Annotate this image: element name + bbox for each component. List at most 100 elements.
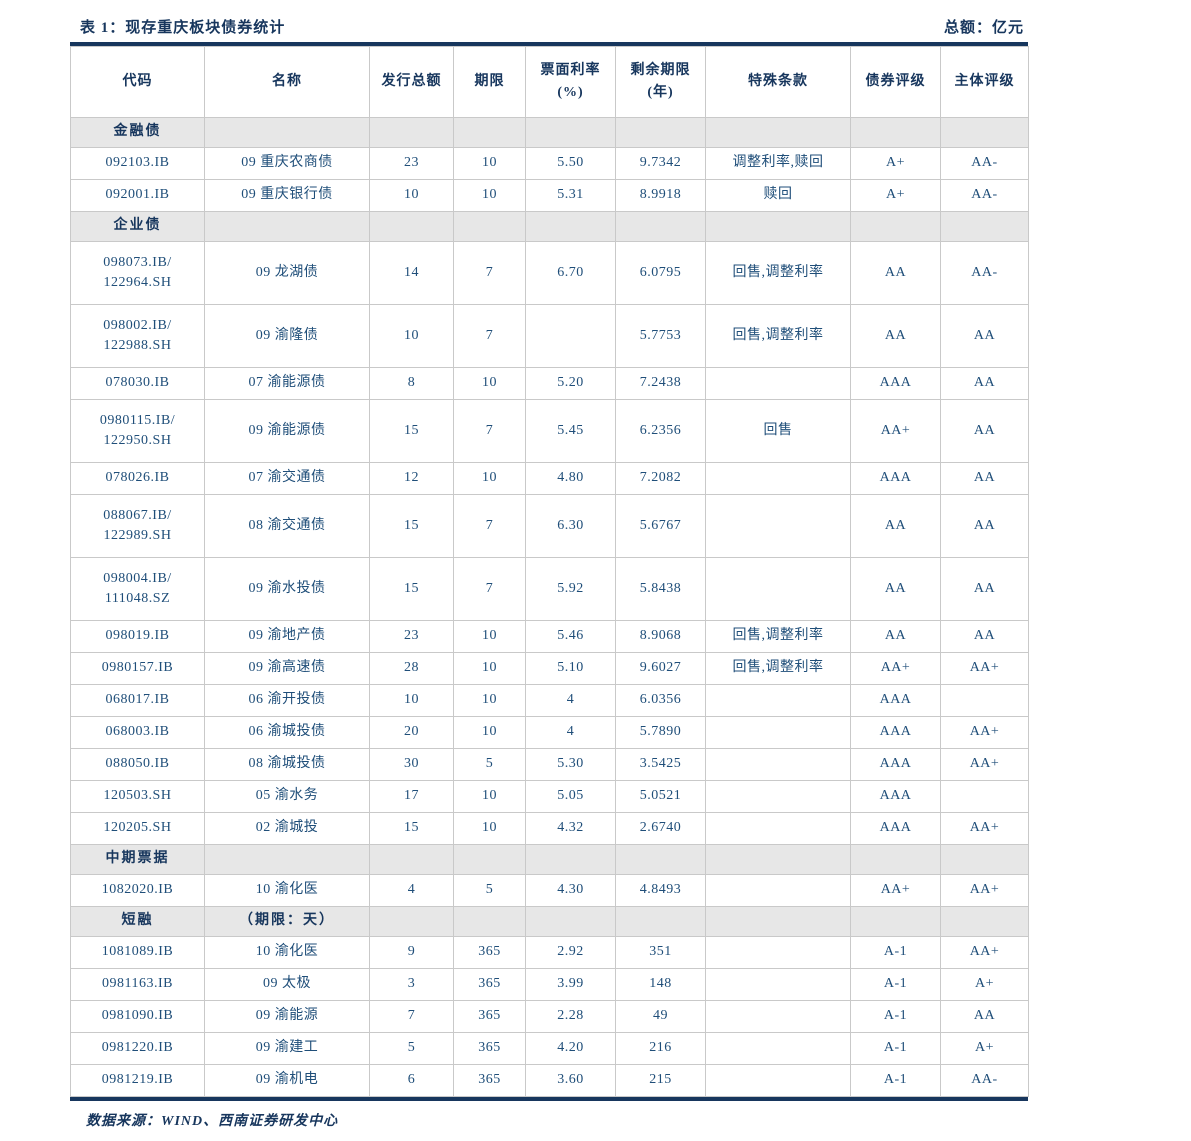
cell-remaining: 6.0795 (615, 241, 706, 305)
table-row: 1082020.IB 10 渝化医 4 5 4.30 4.8493 AA+ AA+ (70, 874, 1029, 907)
cell-term: 7 (453, 304, 526, 368)
column-header-code: 代码 (70, 46, 205, 118)
cell-bond-rating: A-1 (850, 1032, 941, 1065)
table-row: 098073.IB/122964.SH 09 龙湖债 14 7 6.70 6.0795 回售… (70, 241, 1029, 305)
cell-term: 365 (453, 1032, 526, 1065)
cell-bond-rating: A-1 (850, 1064, 941, 1097)
cell-issuer-rating: AA (940, 462, 1029, 495)
cell-bond-rating: AA+ (850, 874, 941, 907)
cell-issuer-rating: AA+ (940, 652, 1029, 685)
cell-term: 10 (453, 462, 526, 495)
cell-code: 088067.IB/122989.SH (70, 494, 205, 558)
cell-code: 1081089.IB (70, 936, 205, 969)
data-source-note: 数据来源：WIND、西南证券研发中心 (86, 1114, 339, 1129)
unit-label: 总额：亿元 (943, 20, 1024, 36)
cell-name (204, 844, 370, 875)
cell-issuer-rating: AA (940, 557, 1029, 621)
cell-bond-rating: AA (850, 620, 941, 653)
cell-name: 09 渝地产债 (204, 620, 370, 653)
cell-term: 10 (453, 147, 526, 180)
cell-name: 10 渝化医 (204, 874, 370, 907)
cell-issuer-rating (940, 684, 1029, 717)
cell-term: 365 (453, 1000, 526, 1033)
table-title: 表 1：现存重庆板块债券统计 (80, 20, 286, 36)
bond-table-wrapper: 代码 名称 发行总额 期限 票面利率 (%) 剩余期限 (年) 特殊条款 债券评级 主体评级 金融债 0… (70, 42, 1029, 1101)
cell-issuer-rating: AA (940, 367, 1029, 400)
cell-issuer-rating (940, 906, 1029, 937)
cell-name: 09 太极 (204, 968, 370, 1001)
table-row: 098019.IB 09 渝地产债 23 10 5.46 8.9068 回售,调整利率 AA A… (70, 620, 1029, 653)
cell-amount: 15 (369, 399, 454, 463)
cell-special (705, 684, 851, 717)
cell-coupon: 5.30 (525, 748, 616, 781)
cell-special (705, 968, 851, 1001)
cell-remaining: 7.2082 (615, 462, 706, 495)
cell-code: 金融债 (70, 117, 205, 148)
cell-amount (369, 211, 454, 242)
column-header-special: 特殊条款 (705, 46, 851, 118)
cell-remaining (615, 844, 706, 875)
cell-code: 092001.IB (70, 179, 205, 212)
cell-special (705, 1064, 851, 1097)
cell-special: 回售,调整利率 (705, 241, 851, 305)
cell-term: 10 (453, 780, 526, 813)
cell-amount: 10 (369, 304, 454, 368)
table-row: 0981090.IB 09 渝能源 7 365 2.28 49 A-1 AA (70, 1000, 1029, 1033)
cell-special (705, 1000, 851, 1033)
cell-name: （期限：天） (204, 906, 370, 937)
table-row: 1081089.IB 10 渝化医 9 365 2.92 351 A-1 AA+ (70, 936, 1029, 969)
cell-issuer-rating (940, 117, 1029, 148)
cell-amount: 14 (369, 241, 454, 305)
cell-remaining: 49 (615, 1000, 706, 1033)
column-header-term: 期限 (453, 46, 526, 118)
cell-name: 07 渝能源债 (204, 367, 370, 400)
cell-coupon: 2.92 (525, 936, 616, 969)
table-row: 088050.IB 08 渝城投债 30 5 5.30 3.5425 AAA AA+ (70, 748, 1029, 781)
cell-name: 06 渝城投债 (204, 716, 370, 749)
cell-issuer-rating: AA- (940, 1064, 1029, 1097)
cell-special: 回售,调整利率 (705, 304, 851, 368)
cell-coupon: 5.10 (525, 652, 616, 685)
cell-issuer-rating: AA (940, 304, 1029, 368)
cell-coupon: 5.05 (525, 780, 616, 813)
cell-amount: 10 (369, 684, 454, 717)
cell-amount (369, 906, 454, 937)
cell-amount: 3 (369, 968, 454, 1001)
cell-name (204, 211, 370, 242)
cell-special (705, 211, 851, 242)
cell-coupon (525, 211, 616, 242)
cell-term (453, 117, 526, 148)
cell-special (705, 812, 851, 845)
cell-remaining: 216 (615, 1032, 706, 1065)
cell-special (705, 494, 851, 558)
cell-amount: 12 (369, 462, 454, 495)
cell-amount: 5 (369, 1032, 454, 1065)
cell-special (705, 936, 851, 969)
cell-bond-rating: AA (850, 241, 941, 305)
cell-bond-rating: AAA (850, 812, 941, 845)
cell-coupon: 5.20 (525, 367, 616, 400)
cell-remaining (615, 117, 706, 148)
section-row: 企业债 (70, 211, 1029, 242)
cell-bond-rating: AA (850, 494, 941, 558)
cell-coupon: 4.30 (525, 874, 616, 907)
cell-issuer-rating (940, 780, 1029, 813)
table-row: 092001.IB 09 重庆银行债 10 10 5.31 8.9918 赎回 A+ AA- (70, 179, 1029, 212)
cell-special (705, 367, 851, 400)
cell-bond-rating: A-1 (850, 1000, 941, 1033)
table-row: 120503.SH 05 渝水务 17 10 5.05 5.0521 AAA (70, 780, 1029, 813)
cell-code: 0981090.IB (70, 1000, 205, 1033)
cell-code: 092103.IB (70, 147, 205, 180)
cell-special (705, 1032, 851, 1065)
cell-coupon (525, 906, 616, 937)
cell-special (705, 716, 851, 749)
cell-code: 1082020.IB (70, 874, 205, 907)
cell-special (705, 117, 851, 148)
cell-code: 098073.IB/122964.SH (70, 241, 205, 305)
cell-bond-rating: AAA (850, 748, 941, 781)
cell-term: 365 (453, 968, 526, 1001)
section-row: 短融 （期限：天） (70, 906, 1029, 937)
cell-issuer-rating: AA (940, 1000, 1029, 1033)
cell-term: 10 (453, 179, 526, 212)
